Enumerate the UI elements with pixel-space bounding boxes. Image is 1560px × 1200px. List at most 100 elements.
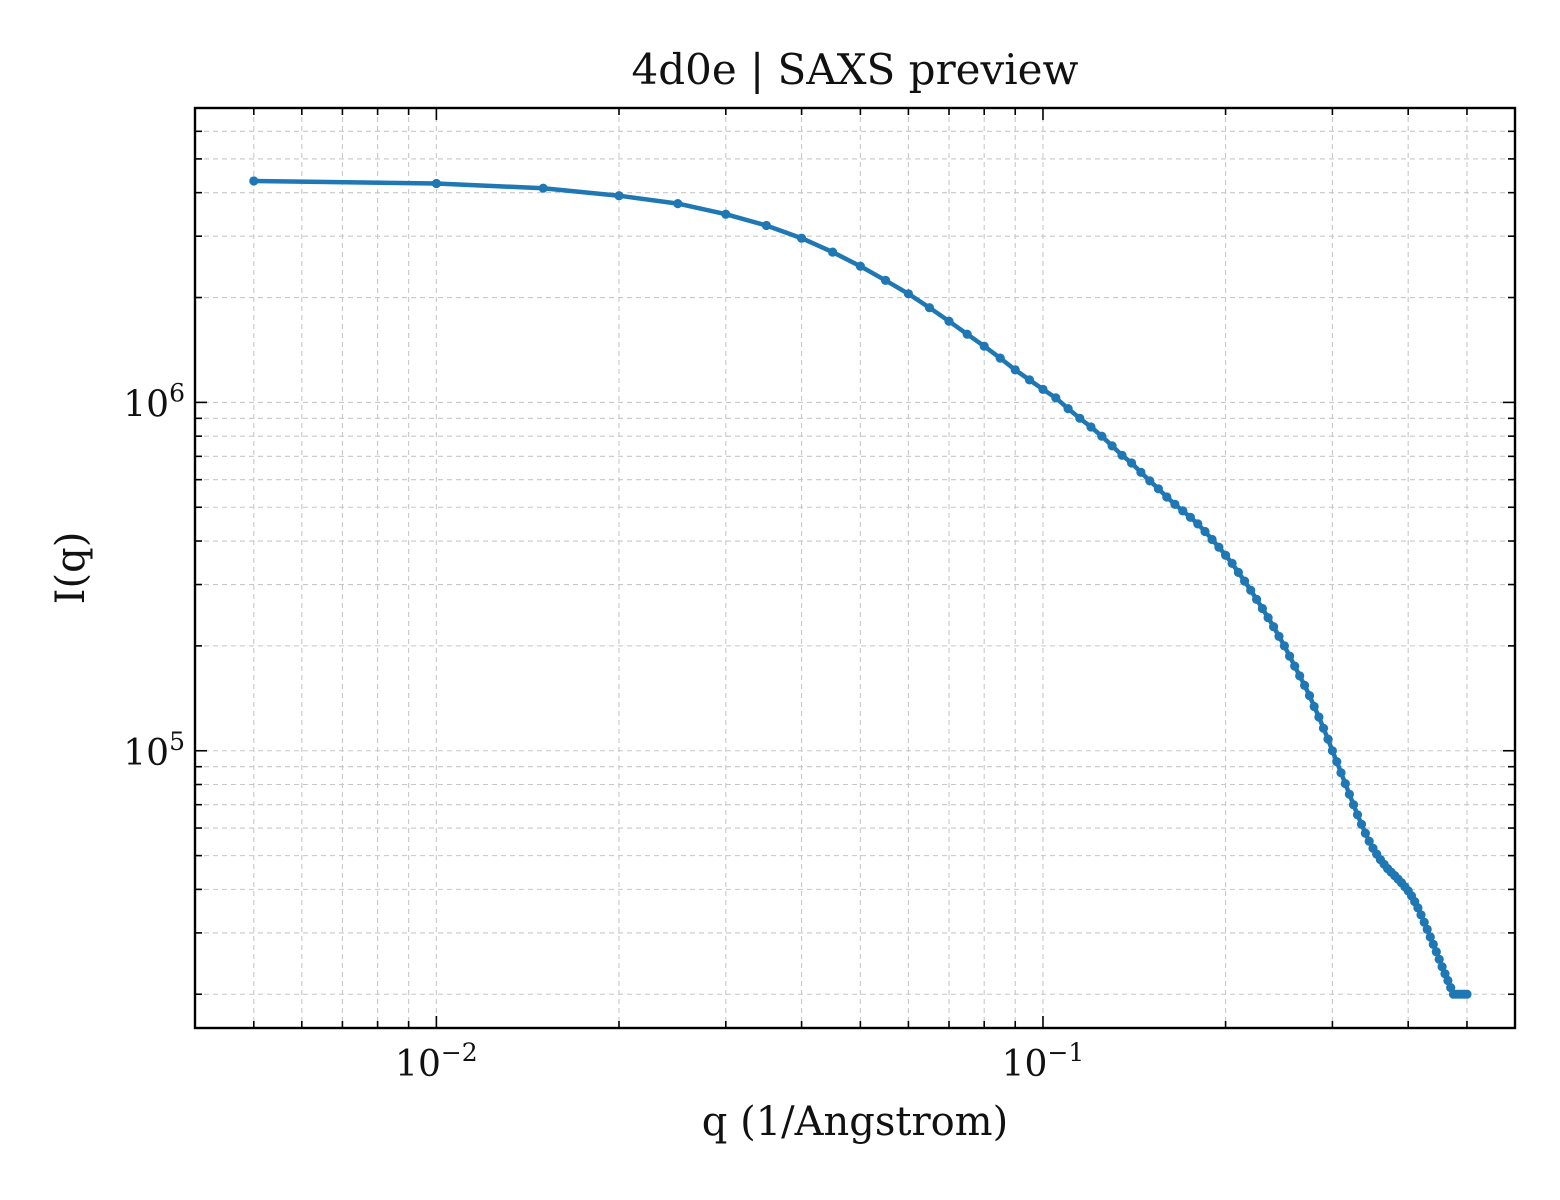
data-point — [1162, 492, 1172, 502]
y-tick-label-exponent: 6 — [169, 378, 185, 407]
data-point — [1269, 622, 1279, 632]
y-tick-label: 105 — [123, 727, 185, 774]
data-point — [1413, 903, 1423, 913]
data-point — [1117, 450, 1127, 460]
data-point — [924, 303, 935, 313]
data-point — [1344, 789, 1354, 799]
data-point — [249, 176, 259, 186]
data-point — [1428, 939, 1438, 950]
data-point — [1425, 932, 1435, 942]
y-axis-label: I(q) — [48, 532, 94, 605]
data-point — [1437, 962, 1447, 972]
data-point — [1416, 910, 1426, 920]
data-point — [614, 191, 624, 201]
data-point — [721, 209, 731, 219]
data-point — [673, 199, 683, 209]
data-point — [1051, 393, 1061, 403]
data-point — [1246, 585, 1256, 595]
data-point — [1075, 413, 1085, 423]
data-point — [1207, 534, 1217, 545]
data-point — [1200, 526, 1210, 537]
data-point — [1170, 499, 1180, 509]
data-point — [1185, 512, 1195, 522]
data-point — [979, 341, 989, 351]
y-tick-label-base: 10 — [123, 733, 169, 774]
data-point — [1332, 757, 1342, 767]
data-point — [995, 353, 1005, 363]
x-tick-label-base: 10 — [395, 1044, 441, 1085]
data-point — [1304, 691, 1315, 701]
data-point — [1336, 768, 1346, 778]
data-point — [1419, 917, 1429, 927]
x-axis-label: q (1/Angstrom) — [702, 1099, 1008, 1145]
data-point — [1107, 441, 1117, 451]
data-point — [828, 247, 838, 257]
data-point — [1323, 734, 1333, 744]
data-point — [1348, 800, 1359, 810]
data-point — [1263, 613, 1273, 623]
data-point — [1443, 975, 1453, 986]
data-point — [1240, 576, 1250, 586]
data-point — [538, 183, 548, 193]
x-tick-label: 10−2 — [395, 1038, 478, 1085]
data-point — [1279, 641, 1289, 651]
data-point — [431, 178, 441, 189]
data-point — [1422, 924, 1432, 935]
data-point — [1145, 476, 1155, 486]
y-tick-label-base: 10 — [123, 384, 169, 425]
data-point — [1214, 542, 1224, 552]
data-point — [1431, 947, 1441, 957]
data-point — [1097, 431, 1107, 441]
data-point — [1024, 375, 1035, 385]
data-point — [1285, 651, 1295, 661]
x-tick-label-base: 10 — [1002, 1044, 1048, 1085]
data-point — [1252, 594, 1262, 605]
data-point — [797, 233, 807, 243]
data-point — [1274, 631, 1284, 642]
data-point — [1318, 723, 1329, 733]
data-point — [1136, 467, 1146, 477]
data-point — [1340, 779, 1350, 789]
data-point — [1364, 836, 1374, 846]
x-tick-label-exponent: −1 — [1047, 1038, 1084, 1067]
series-layer — [249, 176, 1472, 999]
data-point — [1178, 506, 1188, 516]
data-point — [1063, 404, 1073, 414]
data-point — [1300, 680, 1310, 691]
data-point — [1327, 746, 1337, 756]
data-point — [1221, 550, 1231, 560]
data-point — [880, 275, 891, 285]
data-point — [1309, 701, 1319, 712]
grid — [194, 107, 1516, 1028]
data-point — [1360, 828, 1370, 838]
x-tick-label-exponent: −2 — [441, 1038, 478, 1067]
chart-title: 4d0e | SAXS preview — [632, 45, 1079, 94]
data-point — [1233, 567, 1243, 578]
data-point — [1434, 954, 1444, 964]
data-point — [1356, 819, 1367, 829]
x-tick-label: 10−1 — [1002, 1038, 1085, 1085]
y-tick-label-exponent: 5 — [169, 727, 185, 756]
data-point — [1010, 365, 1020, 375]
data-point — [903, 289, 914, 299]
data-point — [1314, 712, 1324, 722]
data-point — [1295, 671, 1305, 681]
data-point — [962, 329, 972, 339]
data-point — [1153, 484, 1163, 494]
data-point — [1127, 458, 1137, 468]
data-point — [1193, 519, 1203, 529]
data-point — [855, 261, 866, 271]
data-point — [1227, 558, 1237, 569]
data-point — [1352, 810, 1363, 820]
data-point — [1257, 603, 1267, 614]
data-point — [1086, 422, 1096, 432]
plot-frame — [193, 106, 1517, 1030]
data-point — [761, 220, 772, 231]
y-tick-label: 106 — [123, 378, 185, 425]
data-point — [944, 316, 954, 326]
data-point — [1462, 989, 1472, 999]
data-point — [1038, 384, 1048, 394]
